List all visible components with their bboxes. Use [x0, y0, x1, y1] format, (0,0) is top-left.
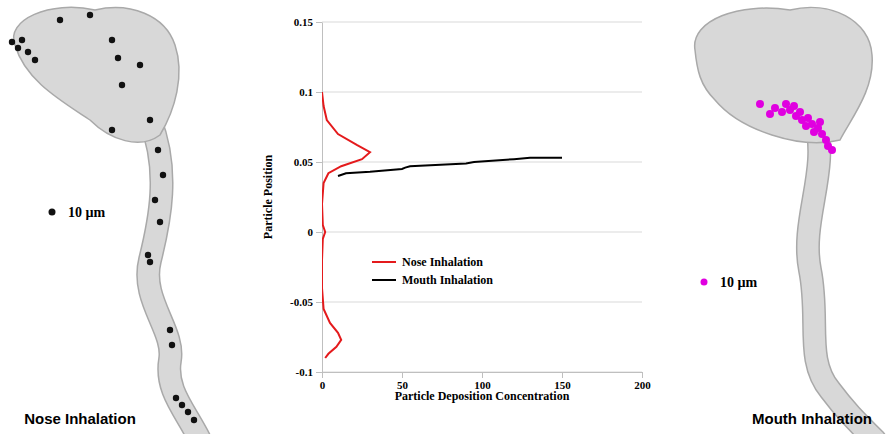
x-axis-title: Particle Deposition Concentration [395, 389, 570, 403]
tick: 50 [397, 372, 409, 391]
tick: -0.1 [296, 366, 322, 378]
tick: 0 [320, 372, 326, 391]
particle [15, 45, 21, 51]
particle [766, 110, 774, 118]
particle [173, 395, 179, 401]
tick-label: 200 [634, 379, 651, 391]
particle [109, 37, 115, 43]
particle [87, 12, 93, 18]
figure: 10 µm Nose Inhalation 10 µm Mouth Inhalatio… [0, 0, 891, 434]
illustrations: 10 µm Nose Inhalation 10 µm Mouth Inhalatio… [9, 7, 875, 434]
tick: 0 [308, 226, 323, 238]
tick-mark [316, 372, 322, 373]
tick-mark [562, 372, 563, 378]
particle-label: 10 µm [720, 275, 758, 290]
airway-head [695, 7, 873, 142]
particle [802, 122, 810, 130]
tick-label: 0 [308, 226, 314, 238]
airway-head [14, 7, 179, 142]
particle [816, 118, 824, 126]
particle [790, 102, 798, 110]
tick-mark [316, 92, 322, 93]
airway-tube [808, 120, 875, 434]
tick: 0.05 [294, 156, 322, 168]
tick: 0.1 [299, 86, 322, 98]
particle [179, 402, 185, 408]
tick-label: 0 [320, 379, 326, 391]
particle [137, 62, 143, 68]
particle [157, 219, 163, 225]
tick: 0.15 [294, 16, 322, 28]
tick-mark [316, 232, 322, 233]
particle [782, 100, 790, 108]
tick-mark [402, 372, 403, 378]
particle [32, 57, 38, 63]
tick: 200 [634, 372, 651, 391]
particle [145, 252, 151, 258]
particle [147, 259, 153, 265]
particle [796, 108, 804, 116]
particle [778, 108, 786, 116]
tick-label: 0.15 [294, 16, 314, 28]
tick-label: 0.1 [299, 86, 313, 98]
particle [155, 147, 161, 153]
grid-line [322, 92, 642, 93]
grid [322, 22, 642, 372]
lines [322, 92, 562, 358]
series-line [322, 92, 370, 358]
particle-key [49, 209, 56, 216]
tick: 100 [474, 372, 491, 391]
grid-line [322, 302, 642, 303]
x-axis: 0 50 100 150 200 [320, 372, 652, 391]
particle [191, 417, 197, 423]
legend-swatch [372, 279, 396, 281]
tick-mark [316, 162, 322, 163]
tick: 150 [554, 372, 571, 391]
tick-mark [316, 302, 322, 303]
particle [160, 172, 166, 178]
airway-outline [808, 120, 875, 434]
airway-outline [148, 120, 200, 434]
caption: Mouth Inhalation [752, 410, 872, 427]
tick-mark [482, 372, 483, 378]
airway-tube [148, 120, 200, 434]
tick-mark [642, 372, 643, 378]
particle [25, 49, 31, 55]
particle [756, 100, 764, 108]
tick-label: -0.1 [296, 366, 313, 378]
particle-key [701, 279, 708, 286]
y-axis-title: Particle Position [261, 155, 275, 240]
tick: -0.05 [290, 296, 322, 308]
legend-label: Mouth Inhalation [402, 273, 493, 287]
series-line [338, 158, 562, 176]
tick-mark [316, 22, 322, 23]
particle [119, 82, 125, 88]
mouth-airway [695, 7, 875, 434]
grid-line [322, 22, 642, 23]
particle [167, 327, 173, 333]
legend-label: Nose Inhalation [402, 255, 483, 269]
nose-airway [9, 7, 200, 434]
particle [147, 117, 153, 123]
tick-mark [322, 372, 323, 378]
particle [9, 39, 15, 45]
particle-label: 10 µm [68, 205, 106, 220]
legend-swatch [372, 261, 396, 263]
caption: Nose Inhalation [24, 410, 136, 427]
particle [169, 342, 175, 348]
particle [810, 128, 818, 136]
legend: Nose Inhalation Mouth Inhalation [372, 255, 493, 287]
grid-line [322, 232, 642, 233]
tick-label: -0.05 [290, 296, 313, 308]
particle [19, 37, 25, 43]
particle [152, 197, 158, 203]
tick-label: 0.05 [294, 156, 314, 168]
chart: 0 50 100 150 200 -0.1 -0.05 0 0.05 0.1 0.15 Particl… [261, 16, 651, 403]
particle [115, 55, 121, 61]
particle [57, 17, 63, 23]
particle [828, 146, 836, 154]
y-axis: -0.1 -0.05 0 0.05 0.1 0.15 [290, 16, 322, 378]
particle [185, 409, 191, 415]
particle [109, 127, 115, 133]
